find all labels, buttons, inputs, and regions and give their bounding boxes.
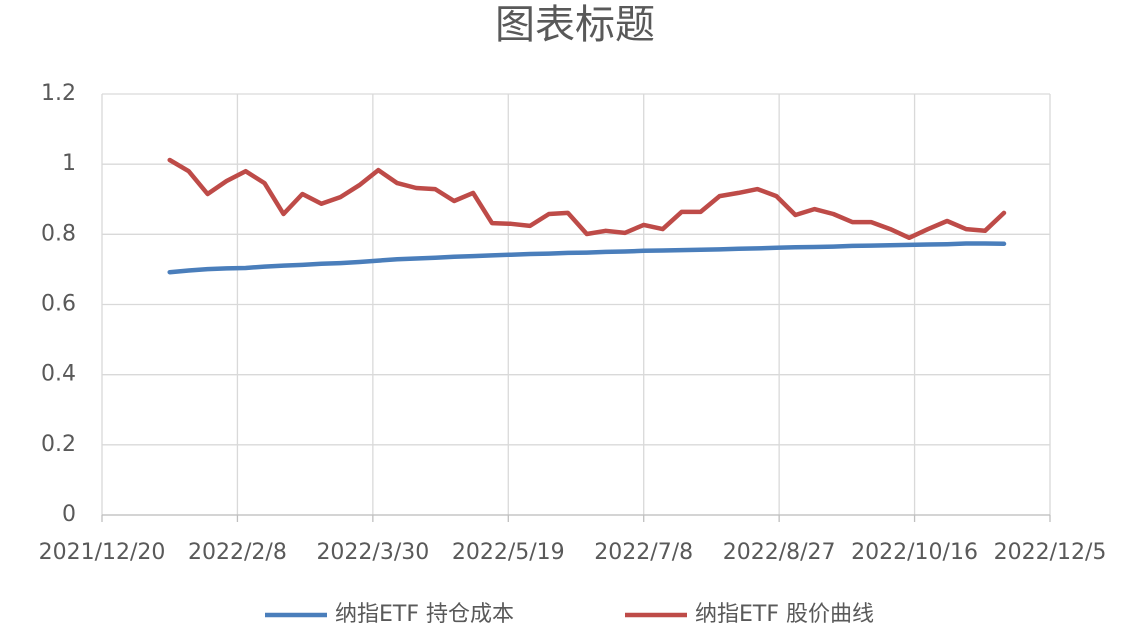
y-tick-label: 0.6 xyxy=(41,292,76,317)
x-tick-label: 2021/12/20 xyxy=(39,540,166,565)
legend-label: 纳指ETF 股价曲线 xyxy=(695,602,874,627)
x-tick-label: 2022/8/27 xyxy=(723,540,836,565)
x-tick-label: 2022/7/8 xyxy=(594,540,693,565)
y-tick-label: 1.2 xyxy=(41,81,76,106)
x-tick-label: 2022/2/8 xyxy=(188,540,287,565)
line-series xyxy=(167,157,1007,241)
chart-title: 图表标题 xyxy=(495,2,655,48)
x-tick-label: 2022/10/16 xyxy=(851,540,978,565)
y-tick-label: 0.8 xyxy=(41,221,76,246)
y-tick-label: 1 xyxy=(62,151,76,176)
line-series xyxy=(167,241,1007,275)
y-tick-label: 0 xyxy=(62,502,76,527)
y-tick-label: 0.4 xyxy=(41,362,76,387)
x-tick-label: 2022/5/19 xyxy=(452,540,565,565)
x-tick-label: 2022/3/30 xyxy=(316,540,429,565)
y-tick-label: 0.2 xyxy=(41,432,76,457)
x-tick-label: 2022/12/5 xyxy=(994,540,1107,565)
legend-label: 纳指ETF 持仓成本 xyxy=(335,602,514,627)
